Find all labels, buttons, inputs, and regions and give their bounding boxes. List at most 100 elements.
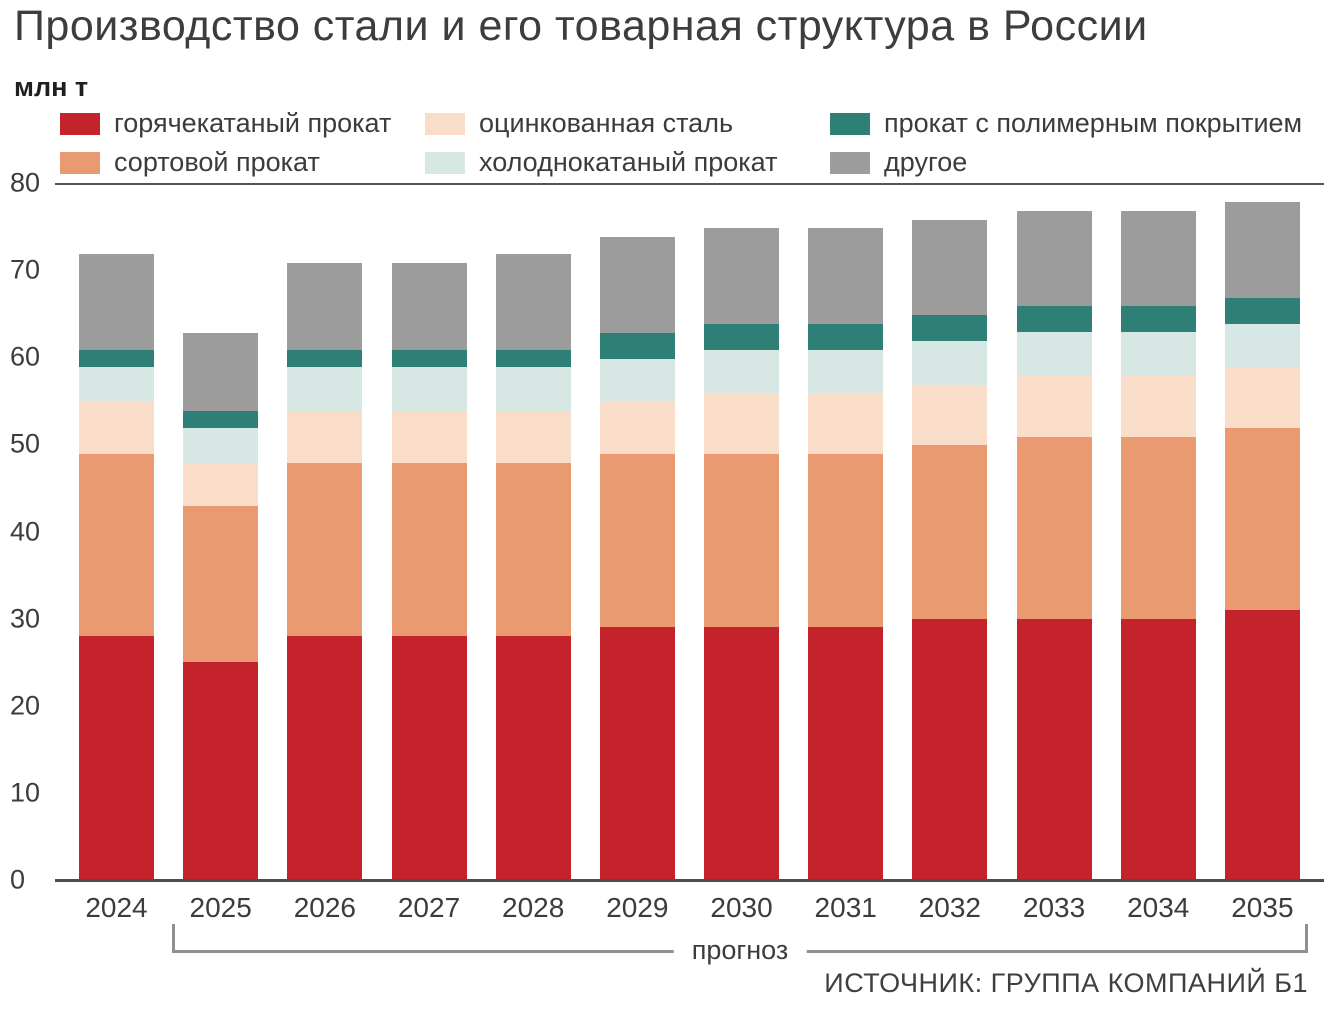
bar-segment: [287, 410, 363, 463]
bar-segment: [1224, 297, 1300, 324]
bar-2031: [808, 185, 884, 879]
bar-segment: [599, 332, 675, 359]
bar-segment: [391, 462, 467, 637]
bar-2026: [287, 185, 363, 879]
forecast-label: прогноз: [673, 935, 807, 967]
bar-segment: [1120, 211, 1196, 307]
x-axis-labels: 2024 2025 2026 2027 2028 2029 2030 2031 2032 2033…: [55, 892, 1324, 924]
bar-segment: [912, 618, 988, 879]
legend-item: другое: [830, 147, 1302, 178]
bar-2024: [79, 185, 154, 879]
plot-area: [55, 183, 1324, 882]
y-axis: 0 10 20 30 40 50 60 70 80: [10, 168, 52, 895]
bar-segment: [1120, 332, 1196, 376]
legend-item: прокат с полимерным покрытием: [830, 108, 1302, 139]
bar-segment: [1016, 618, 1092, 879]
bar-segment: [287, 349, 363, 368]
bar-segment: [79, 367, 154, 402]
bar-segment: [1016, 375, 1092, 437]
bar-segment: [808, 393, 884, 454]
bar-segment: [79, 254, 154, 350]
bar-segment: [808, 349, 884, 394]
legend-item: горячекатаный прокат: [60, 108, 425, 139]
legend-label: горячекатаный прокат: [114, 108, 392, 138]
bar-segment: [1016, 306, 1092, 333]
bar-segment: [495, 636, 571, 879]
bar-2027: [391, 185, 467, 879]
y-tick-label: 40: [10, 516, 41, 546]
bar-segment: [1120, 436, 1196, 619]
bar-segment: [287, 462, 363, 637]
bar-segment: [495, 462, 571, 637]
bar-segment: [599, 401, 675, 454]
bar-segment: [1224, 427, 1300, 611]
bar-segment: [912, 315, 988, 342]
chart-title: Производство стали и его товарная структ…: [14, 2, 1148, 50]
bar-segment: [287, 367, 363, 411]
bar-segment: [1120, 375, 1196, 437]
y-axis-unit-label: млн т: [14, 72, 89, 102]
bar-segment: [808, 228, 884, 324]
y-tick-label: 60: [10, 341, 41, 372]
bar-segment: [1016, 332, 1092, 376]
bar-segment: [183, 332, 259, 411]
bar-segment: [808, 453, 884, 628]
bar-2034: [1120, 185, 1196, 879]
x-tick-label: 2028: [502, 892, 565, 923]
bar-segment: [79, 453, 154, 637]
bar-segment: [391, 367, 467, 411]
bar-2030: [704, 185, 780, 879]
bar-segment: [808, 323, 884, 350]
legend-label: сортовой прокат: [114, 147, 320, 177]
source-caption: ИСТОЧНИК: ГРУППА КОМПАНИЙ Б1: [824, 968, 1308, 998]
bar-segment: [183, 662, 259, 879]
bar-segment: [183, 410, 259, 428]
y-tick-label: 0: [10, 864, 26, 895]
legend-label: оцинкованная сталь: [479, 108, 734, 138]
bar-segment: [391, 636, 467, 879]
forecast-bracket: прогноз: [172, 924, 1308, 967]
bar-segment: [599, 358, 675, 402]
x-tick-label: 2035: [1231, 892, 1294, 923]
legend-item: холоднокатаный прокат: [425, 147, 830, 178]
bar-segment: [391, 410, 467, 463]
y-tick-label: 30: [10, 603, 41, 634]
bar-2025: [183, 185, 259, 879]
x-tick-label: 2033: [1022, 892, 1086, 923]
bar-segment: [704, 323, 780, 350]
bar-segment: [704, 627, 780, 879]
bar-segment: [599, 237, 675, 333]
bar-segment: [79, 636, 154, 879]
x-tick-label: 2024: [85, 892, 148, 923]
bar-2035: [1224, 185, 1300, 879]
bar-segment: [912, 219, 988, 316]
bar-2033: [1016, 185, 1092, 879]
bar-segment: [599, 453, 675, 628]
legend-swatch: [425, 151, 465, 174]
bar-segment: [183, 427, 259, 463]
bar-segment: [495, 367, 571, 411]
bar-segment: [287, 263, 363, 350]
legend-swatch: [60, 151, 100, 174]
bar-segment: [1120, 618, 1196, 879]
bar-segment: [391, 349, 467, 368]
bar-segment: [183, 462, 259, 506]
x-tick-label: 2029: [606, 892, 669, 923]
y-tick-label: 70: [10, 254, 41, 285]
bar-segment: [704, 228, 780, 324]
x-tick-label: 2032: [918, 892, 982, 923]
bar-segment: [1016, 211, 1092, 307]
legend-item: оцинкованная сталь: [425, 108, 830, 139]
legend: горячекатаный прокат оцинкованная сталь пр…: [60, 108, 1302, 178]
legend-label: другое: [884, 147, 968, 177]
bar-segment: [183, 505, 259, 663]
bar-segment: [912, 341, 988, 385]
bar-segment: [1120, 306, 1196, 333]
bar-segment: [1224, 367, 1300, 428]
bar-segment: [391, 263, 467, 350]
bar-segment: [79, 349, 154, 368]
bar-segment: [495, 349, 571, 368]
legend-label: прокат с полимерным покрытием: [884, 108, 1303, 138]
